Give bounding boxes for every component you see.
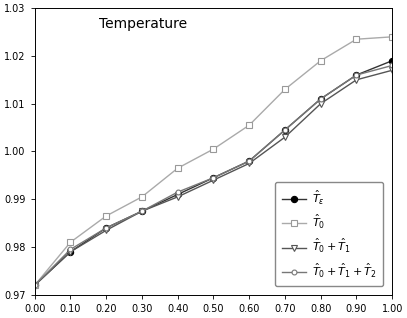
Line: $\hat{T}_0 + \hat{T}_1 + \hat{T}_2$: $\hat{T}_0 + \hat{T}_1 + \hat{T}_2$ bbox=[32, 63, 394, 288]
$\hat{T}_0$ bbox=[175, 166, 180, 170]
Text: Temperature: Temperature bbox=[99, 17, 187, 31]
$\hat{T}_{\varepsilon}$ bbox=[318, 97, 323, 101]
$\hat{T}_0$ bbox=[390, 35, 395, 39]
$\hat{T}_0$ bbox=[140, 195, 144, 199]
$\hat{T}_0 + \hat{T}_1$ bbox=[247, 162, 252, 165]
$\hat{T}_0 + \hat{T}_1 + \hat{T}_2$ bbox=[354, 73, 359, 77]
$\hat{T}_0$ bbox=[282, 87, 287, 91]
$\hat{T}_0 + \hat{T}_1$ bbox=[140, 209, 144, 213]
$\hat{T}_{\varepsilon}$ bbox=[247, 159, 252, 163]
$\hat{T}_{\varepsilon}$ bbox=[68, 250, 73, 254]
$\hat{T}_0 + \hat{T}_1$ bbox=[68, 250, 73, 254]
$\hat{T}_{\varepsilon}$ bbox=[354, 73, 359, 77]
$\hat{T}_0$ bbox=[104, 214, 109, 218]
$\hat{T}_0$ bbox=[354, 37, 359, 41]
$\hat{T}_0 + \hat{T}_1$ bbox=[354, 78, 359, 82]
$\hat{T}_0 + \hat{T}_1$ bbox=[175, 195, 180, 199]
$\hat{T}_0 + \hat{T}_1 + \hat{T}_2$ bbox=[32, 283, 37, 287]
$\hat{T}_0 + \hat{T}_1$ bbox=[104, 228, 109, 232]
$\hat{T}_{\varepsilon}$ bbox=[282, 128, 287, 132]
$\hat{T}_0 + \hat{T}_1$ bbox=[32, 283, 37, 287]
$\hat{T}_0$ bbox=[68, 240, 73, 244]
$\hat{T}_{\varepsilon}$ bbox=[175, 193, 180, 197]
$\hat{T}_0 + \hat{T}_1 + \hat{T}_2$ bbox=[104, 226, 109, 230]
$\hat{T}_{\varepsilon}$ bbox=[32, 283, 37, 287]
$\hat{T}_0 + \hat{T}_1 + \hat{T}_2$ bbox=[247, 159, 252, 163]
$\hat{T}_0 + \hat{T}_1$ bbox=[282, 135, 287, 139]
$\hat{T}_0 + \hat{T}_1 + \hat{T}_2$ bbox=[318, 97, 323, 101]
Line: $\hat{T}_0$: $\hat{T}_0$ bbox=[32, 34, 395, 288]
$\hat{T}_{\varepsilon}$ bbox=[390, 59, 395, 63]
$\hat{T}_{\varepsilon}$ bbox=[211, 176, 216, 180]
$\hat{T}_0 + \hat{T}_1$ bbox=[318, 102, 323, 106]
$\hat{T}_0 + \hat{T}_1 + \hat{T}_2$ bbox=[68, 247, 73, 251]
$\hat{T}_{\varepsilon}$ bbox=[140, 209, 144, 213]
$\hat{T}_0 + \hat{T}_1$ bbox=[211, 178, 216, 182]
$\hat{T}_0$ bbox=[318, 59, 323, 63]
$\hat{T}_0 + \hat{T}_1 + \hat{T}_2$ bbox=[175, 190, 180, 194]
$\hat{T}_{\varepsilon}$ bbox=[104, 226, 109, 230]
Line: $\hat{T}_0 + \hat{T}_1$: $\hat{T}_0 + \hat{T}_1$ bbox=[32, 67, 395, 288]
Legend: $\hat{T}_{\varepsilon}$, $\hat{T}_0$, $\hat{T}_0 + \hat{T}_1$, $\hat{T}_0 + \hat: $\hat{T}_{\varepsilon}$, $\hat{T}_0$, $\… bbox=[275, 182, 383, 287]
$\hat{T}_0$ bbox=[211, 147, 216, 151]
$\hat{T}_0 + \hat{T}_1 + \hat{T}_2$ bbox=[282, 128, 287, 132]
$\hat{T}_0 + \hat{T}_1 + \hat{T}_2$ bbox=[390, 64, 395, 67]
$\hat{T}_0$ bbox=[247, 123, 252, 127]
$\hat{T}_0 + \hat{T}_1 + \hat{T}_2$ bbox=[140, 209, 144, 213]
Line: $\hat{T}_{\varepsilon}$: $\hat{T}_{\varepsilon}$ bbox=[32, 58, 395, 288]
$\hat{T}_0 + \hat{T}_1 + \hat{T}_2$ bbox=[211, 176, 216, 180]
$\hat{T}_0$ bbox=[32, 283, 37, 287]
$\hat{T}_0 + \hat{T}_1$ bbox=[390, 68, 395, 72]
